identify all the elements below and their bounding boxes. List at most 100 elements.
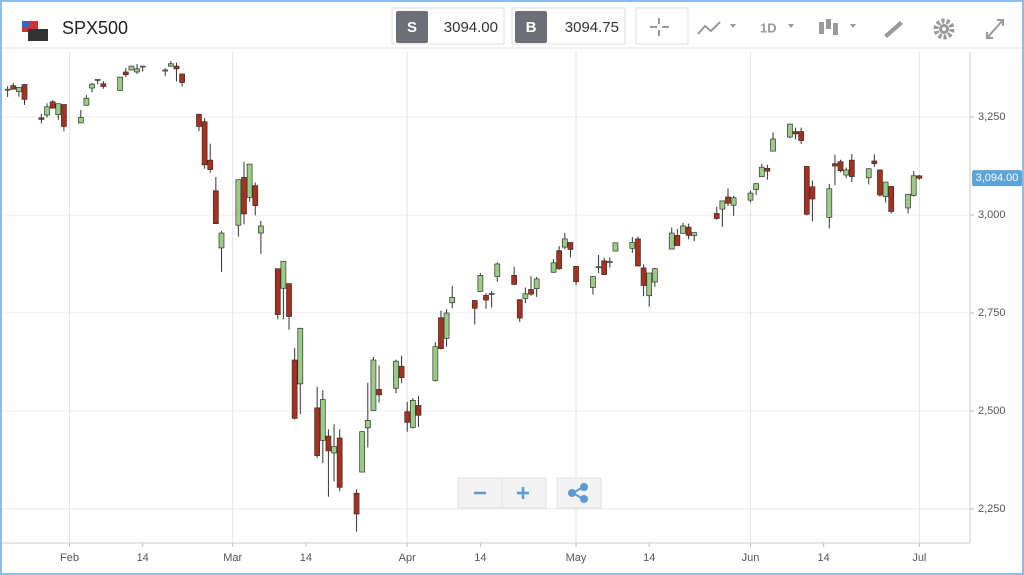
candle-body	[635, 238, 641, 267]
candle-body	[764, 168, 771, 172]
candle-body	[905, 193, 911, 209]
candle	[787, 123, 793, 139]
settings-button[interactable]	[933, 18, 955, 40]
x-tick-label: Apr	[399, 552, 416, 564]
share-button[interactable]	[568, 483, 588, 503]
candle	[94, 79, 101, 85]
candle-body	[162, 69, 169, 72]
candle-body	[713, 213, 720, 219]
candle-body	[668, 232, 675, 250]
candle-body	[196, 113, 202, 127]
candle	[719, 200, 726, 227]
candle	[843, 167, 850, 179]
candle-body	[359, 431, 366, 473]
candle	[533, 276, 540, 297]
candle-body	[528, 289, 534, 295]
candle-body	[843, 169, 850, 176]
candle-body	[747, 192, 754, 201]
candle-body	[590, 276, 596, 288]
candle	[364, 382, 371, 448]
candle	[201, 118, 208, 169]
candle-body	[511, 275, 517, 285]
candle-body	[297, 327, 304, 385]
candle	[910, 171, 917, 197]
candle-body	[522, 293, 529, 299]
candle-style-button[interactable]	[819, 19, 856, 35]
candle	[725, 188, 731, 207]
draw-tool-button[interactable]	[884, 21, 903, 38]
candle	[640, 264, 647, 297]
candle-body	[432, 346, 439, 381]
buy-badge	[515, 11, 547, 43]
candle-body	[725, 196, 731, 204]
candle-body	[916, 175, 923, 179]
candle	[393, 359, 399, 394]
expand-button[interactable]	[986, 19, 1004, 39]
candle-body	[325, 435, 332, 452]
candle	[398, 355, 405, 384]
candle	[10, 82, 17, 90]
candle-body	[826, 188, 833, 218]
candle	[274, 268, 281, 320]
candle-body	[167, 63, 174, 67]
candle-body	[173, 65, 180, 70]
candle	[590, 276, 596, 295]
x-tick-label: 14	[300, 552, 312, 564]
candle-body	[10, 85, 17, 90]
candle	[359, 430, 366, 473]
candle-body	[770, 138, 776, 152]
sell-price: 3094.00	[444, 19, 498, 36]
crosshair-button[interactable]	[635, 7, 689, 45]
x-tick-label: 14	[474, 552, 486, 564]
candle	[336, 429, 343, 492]
candle	[595, 254, 602, 274]
candle-body	[550, 262, 557, 273]
candle-body	[128, 65, 135, 71]
candle	[471, 300, 478, 325]
symbol: SPX500	[62, 18, 128, 38]
candle	[167, 61, 174, 67]
candle	[556, 245, 563, 270]
candle-body	[370, 359, 377, 411]
candle-body	[331, 446, 337, 454]
candle-body	[398, 365, 405, 378]
candle	[246, 163, 253, 202]
candle	[319, 390, 326, 464]
candle	[55, 103, 62, 120]
candle-body	[16, 86, 22, 92]
candle-body	[49, 101, 56, 109]
chart-type-button[interactable]	[697, 21, 736, 35]
candle-body	[213, 190, 219, 224]
candle-body	[241, 177, 247, 215]
candle-body	[235, 179, 242, 226]
candle-body	[556, 250, 563, 270]
candle	[179, 73, 185, 87]
candle-body	[393, 360, 399, 389]
candle	[567, 242, 574, 258]
timeframe[interactable]: 1D	[760, 20, 777, 35]
plot: 2,250 2,500 2,750 3,000 3,250 Feb 14 Mar 14 Apr 14…	[2, 52, 1022, 564]
candle-body	[438, 317, 444, 349]
candle	[477, 273, 484, 292]
flag-icon	[22, 21, 48, 41]
candle-body	[471, 300, 478, 309]
candle-body	[89, 83, 95, 89]
candle	[443, 309, 450, 347]
candle	[117, 76, 124, 91]
zoom-in[interactable]	[517, 487, 529, 499]
candle-body	[680, 225, 686, 234]
candle	[438, 310, 444, 350]
candle	[162, 68, 169, 76]
candle	[38, 113, 45, 124]
candle	[494, 262, 501, 282]
candle-body	[803, 166, 810, 215]
candle-body	[629, 242, 636, 249]
candle	[747, 190, 754, 203]
candle-body	[606, 261, 613, 263]
candle	[432, 341, 439, 382]
candle	[44, 103, 50, 118]
candle-body	[319, 399, 326, 441]
candle	[561, 233, 568, 250]
candle	[258, 220, 264, 254]
